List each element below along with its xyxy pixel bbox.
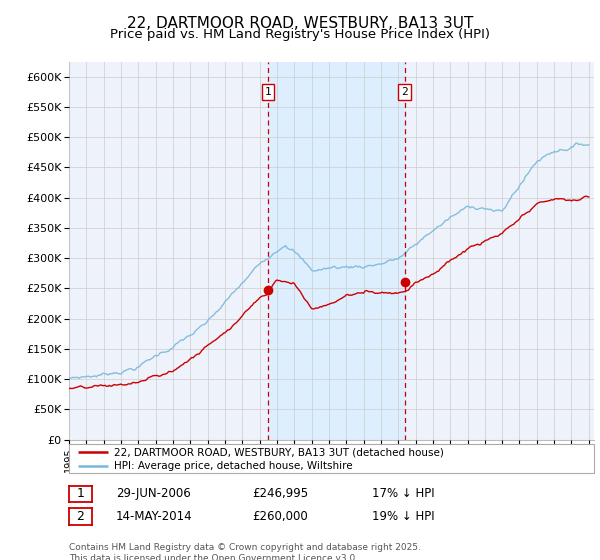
Text: HPI: Average price, detached house, Wiltshire: HPI: Average price, detached house, Wilt… (114, 461, 353, 470)
Text: 2: 2 (401, 87, 408, 97)
Text: 22, DARTMOOR ROAD, WESTBURY, BA13 3UT (detached house): 22, DARTMOOR ROAD, WESTBURY, BA13 3UT (d… (114, 447, 444, 457)
Text: 22, DARTMOOR ROAD, WESTBURY, BA13 3UT: 22, DARTMOOR ROAD, WESTBURY, BA13 3UT (127, 16, 473, 31)
Text: 1: 1 (76, 487, 85, 501)
Text: £260,000: £260,000 (252, 510, 308, 523)
Text: 17% ↓ HPI: 17% ↓ HPI (372, 487, 434, 501)
Text: 2: 2 (76, 510, 85, 523)
Text: £246,995: £246,995 (252, 487, 308, 501)
Text: Contains HM Land Registry data © Crown copyright and database right 2025.
This d: Contains HM Land Registry data © Crown c… (69, 543, 421, 560)
Text: 14-MAY-2014: 14-MAY-2014 (116, 510, 193, 523)
Text: 1: 1 (265, 87, 271, 97)
Bar (268, 62, 404, 440)
Text: Price paid vs. HM Land Registry's House Price Index (HPI): Price paid vs. HM Land Registry's House … (110, 28, 490, 41)
Text: 19% ↓ HPI: 19% ↓ HPI (372, 510, 434, 523)
Text: 29-JUN-2006: 29-JUN-2006 (116, 487, 191, 501)
